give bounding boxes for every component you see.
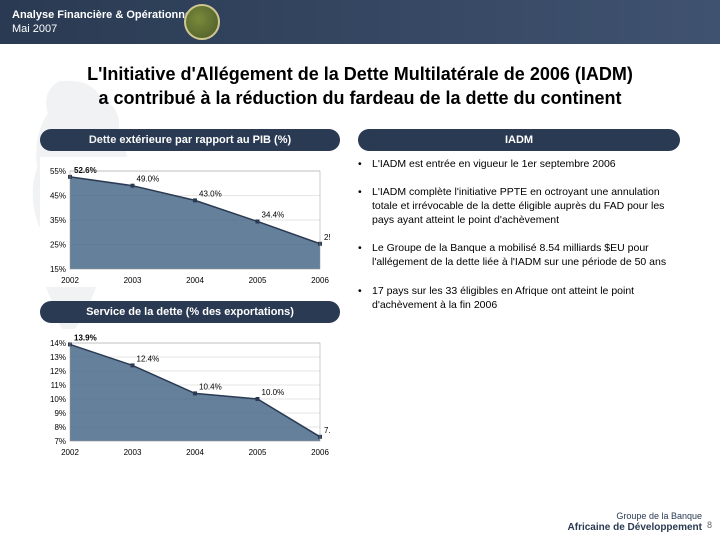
svg-text:2002: 2002 bbox=[61, 448, 79, 457]
svg-text:34.4%: 34.4% bbox=[262, 210, 285, 219]
right-title: IADM bbox=[358, 129, 680, 151]
bank-logo-icon bbox=[184, 4, 220, 40]
slide-title: L'Initiative d'Allégement de la Dette Mu… bbox=[40, 62, 680, 111]
svg-text:2006: 2006 bbox=[311, 276, 329, 285]
chart1-title: Dette extérieure par rapport au PIB (%) bbox=[40, 129, 340, 151]
top-banner: Analyse Financière & Opérationnelle Mai … bbox=[0, 0, 720, 44]
svg-text:9%: 9% bbox=[54, 409, 66, 418]
svg-text:2004: 2004 bbox=[186, 448, 204, 457]
bullet-item: L'IADM est entrée en vigueur le 1er sept… bbox=[358, 157, 680, 171]
svg-text:25.3%: 25.3% bbox=[324, 232, 330, 241]
svg-text:14%: 14% bbox=[50, 339, 66, 348]
svg-text:11%: 11% bbox=[51, 381, 66, 390]
svg-text:25%: 25% bbox=[50, 240, 66, 249]
footer-line1: Groupe de la Banque bbox=[568, 511, 702, 522]
svg-text:43.0%: 43.0% bbox=[199, 189, 222, 198]
svg-text:2005: 2005 bbox=[249, 448, 267, 457]
bullet-item: L'IADM complète l'initiative PPTE en oct… bbox=[358, 185, 680, 228]
svg-text:7.3%: 7.3% bbox=[324, 425, 330, 434]
svg-text:10.4%: 10.4% bbox=[199, 382, 222, 391]
svg-text:13%: 13% bbox=[50, 353, 66, 362]
svg-text:7%: 7% bbox=[54, 437, 66, 446]
svg-text:2004: 2004 bbox=[186, 276, 204, 285]
svg-text:45%: 45% bbox=[50, 191, 66, 200]
slide-title-line2: a contribué à la réduction du fardeau de… bbox=[98, 88, 621, 108]
bullet-item: Le Groupe de la Banque a mobilisé 8.54 m… bbox=[358, 241, 680, 269]
banner-title: Analyse Financière & Opérationnelle bbox=[12, 8, 203, 22]
bullet-list: L'IADM est entrée en vigueur le 1er sept… bbox=[358, 157, 680, 312]
svg-text:2003: 2003 bbox=[124, 276, 142, 285]
banner-subtitle: Mai 2007 bbox=[12, 22, 203, 36]
chart2-title: Service de la dette (% des exportations) bbox=[40, 301, 340, 323]
svg-text:52.6%: 52.6% bbox=[74, 165, 97, 174]
svg-text:2003: 2003 bbox=[124, 448, 142, 457]
footer-line2: Africaine de Développement bbox=[568, 522, 702, 534]
svg-text:2006: 2006 bbox=[311, 448, 329, 457]
slide-title-line1: L'Initiative d'Allégement de la Dette Mu… bbox=[87, 64, 633, 84]
svg-text:15%: 15% bbox=[50, 265, 66, 274]
svg-text:35%: 35% bbox=[50, 216, 66, 225]
svg-text:10.0%: 10.0% bbox=[262, 388, 285, 397]
page-number: 8 bbox=[707, 520, 712, 530]
svg-text:13.9%: 13.9% bbox=[74, 333, 97, 342]
footer-branding: Groupe de la Banque Africaine de Dévelop… bbox=[568, 511, 702, 534]
debt-service-chart: 7% 8% 9% 10% 11% 12% 13% 14% 13.9% 12.4% 10.4% 10.0… bbox=[40, 329, 340, 459]
svg-text:55%: 55% bbox=[50, 167, 66, 176]
svg-text:10%: 10% bbox=[50, 395, 66, 404]
svg-text:12%: 12% bbox=[50, 367, 66, 376]
svg-text:2005: 2005 bbox=[249, 276, 267, 285]
svg-text:12.4%: 12.4% bbox=[137, 354, 160, 363]
bullet-item: 17 pays sur les 33 éligibles en Afrique … bbox=[358, 284, 680, 312]
debt-gdp-chart: 15% 25% 35% 45% 55% 52.6% 49.0% 43.0% 34.4% 25.3%… bbox=[40, 157, 340, 287]
svg-text:2002: 2002 bbox=[61, 276, 79, 285]
svg-text:8%: 8% bbox=[54, 423, 66, 432]
svg-text:49.0%: 49.0% bbox=[137, 174, 160, 183]
